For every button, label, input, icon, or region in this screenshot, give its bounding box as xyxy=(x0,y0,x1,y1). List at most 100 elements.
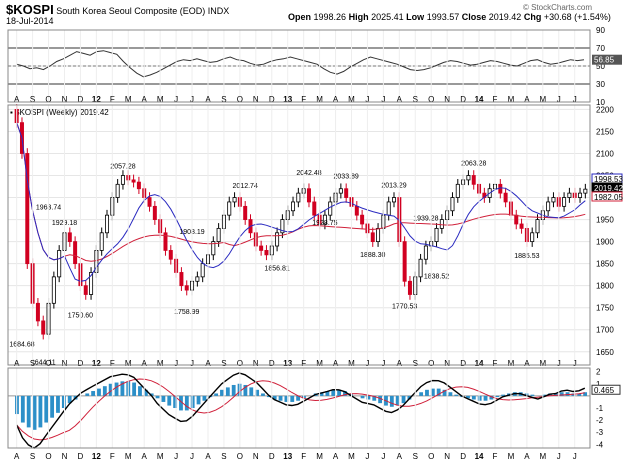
symbol: $KOSPI xyxy=(6,2,54,17)
price-annotation: 1770.53 xyxy=(392,304,417,311)
ma-slow-line xyxy=(16,122,586,262)
candle-body xyxy=(344,188,349,198)
x-tick-label-mid: J xyxy=(557,359,561,368)
macd-hist-bar xyxy=(67,395,72,404)
macd-tick-label: 1 xyxy=(596,380,601,389)
x-tick-label-bottom: O xyxy=(428,452,434,461)
macd-signal-line xyxy=(16,378,585,441)
candle-body xyxy=(450,197,455,212)
macd-tick-label: -2 xyxy=(596,416,604,425)
x-tick-label-top: J xyxy=(557,95,561,104)
x-tick-label-bottom: O xyxy=(45,452,51,461)
candle-body xyxy=(498,183,503,194)
macd-hist-bar xyxy=(372,395,377,401)
x-tick-label-top: A xyxy=(142,95,148,104)
macd-hist-bar xyxy=(190,395,195,408)
x-tick-label-mid: A xyxy=(142,359,148,368)
x-tick-label-top: O xyxy=(45,95,51,104)
candle-body xyxy=(434,227,439,243)
candle-body xyxy=(51,276,56,304)
x-tick-label-mid: J xyxy=(190,359,194,368)
x-tick-label-top: 13 xyxy=(283,95,292,104)
candle-body xyxy=(354,205,359,216)
macd-hist-bar xyxy=(272,395,277,400)
macd-hist-bar xyxy=(243,384,248,396)
x-tick-label-mid: N xyxy=(444,359,450,368)
candle-body xyxy=(73,241,78,265)
x-tick-label-mid: A xyxy=(397,359,403,368)
price-annotation: 1684.68 xyxy=(9,341,34,348)
x-tick-label-top: S xyxy=(413,95,418,104)
oscillator-panel xyxy=(7,29,591,103)
x-tick-label-bottom: J xyxy=(365,452,369,461)
osc-last-value-badge xyxy=(592,54,622,65)
low-value: 1993.57 xyxy=(426,12,460,22)
x-tick-label-mid: A xyxy=(333,359,339,368)
x-tick-label-top: O xyxy=(237,95,243,104)
price-tick-label: 1900 xyxy=(596,238,614,247)
macd-hist-bar xyxy=(389,395,394,407)
x-tick-label-top: F xyxy=(110,95,115,104)
macd-hist-bar xyxy=(161,395,166,402)
x-tick-label-top: M xyxy=(125,95,132,104)
candle-body xyxy=(503,192,508,203)
x-tick-label-bottom: J xyxy=(557,452,561,461)
macd-hist-bar xyxy=(501,394,506,396)
price-annotation: 1856.81 xyxy=(264,266,289,273)
price-annotation: 1838.52 xyxy=(424,274,449,281)
macd-hist-bar xyxy=(56,395,60,413)
x-tick-label-mid: M xyxy=(157,359,164,368)
candle-body xyxy=(57,250,62,278)
x-tick-label-bottom: M xyxy=(316,452,323,461)
x-tick-label-top: J xyxy=(190,95,194,104)
macd-hist-bar xyxy=(401,395,406,404)
candle-body xyxy=(312,201,317,216)
close-value: 2019.42 xyxy=(488,12,522,22)
x-tick-label-top: A xyxy=(333,95,339,104)
macd-hist-bar xyxy=(436,388,441,396)
macd-hist-bar xyxy=(477,395,482,401)
macd-hist-bar xyxy=(366,395,371,400)
macd-hist-bar xyxy=(471,395,476,400)
macd-hist-bar xyxy=(448,392,453,396)
x-tick-label-bottom: N xyxy=(444,452,450,461)
price-annotation: 1939.28 xyxy=(413,215,438,222)
osc-tick-label: 10 xyxy=(596,98,605,107)
macd-hist-bar xyxy=(325,391,330,396)
candle-body xyxy=(216,227,221,243)
ma-fast-line xyxy=(16,122,586,282)
x-tick-label-mid: M xyxy=(316,359,323,368)
macd-hist-bar xyxy=(565,392,570,396)
candle-body xyxy=(376,227,381,243)
x-tick-label-mid: O xyxy=(237,359,243,368)
candle-body xyxy=(407,280,412,295)
macd-hist-bar xyxy=(360,395,365,399)
x-tick-label-mid: 13 xyxy=(283,359,292,368)
macd-hist-bar xyxy=(138,386,142,396)
x-tick-label-bottom: F xyxy=(110,452,115,461)
macd-hist-bar xyxy=(61,395,66,408)
macd-hist-bar xyxy=(143,389,148,396)
x-tick-label-mid: S xyxy=(413,359,418,368)
close-label: Close xyxy=(461,12,487,22)
x-tick-label-bottom: M xyxy=(157,452,164,461)
x-tick-label-bottom: J xyxy=(381,452,385,461)
macd-tick-label: 2 xyxy=(596,368,601,377)
osc-tick-label: 90 xyxy=(596,26,605,35)
candle-body xyxy=(232,197,237,203)
x-tick-label-mid: M xyxy=(348,359,355,368)
exchange: INDX xyxy=(207,6,230,16)
candle-body xyxy=(360,214,365,225)
x-tick-label-mid: 14 xyxy=(475,359,484,368)
price-annotation: 1928.75 xyxy=(312,220,337,227)
candle-body xyxy=(471,175,476,185)
price-tick-label: 2100 xyxy=(596,149,614,158)
osc-last-value: 56.85 xyxy=(594,56,615,65)
x-tick-label-top: D xyxy=(78,95,84,104)
x-tick-label-mid: J xyxy=(381,359,385,368)
candle-body xyxy=(168,250,173,260)
x-tick-label-top: M xyxy=(157,95,164,104)
macd-hist-bar xyxy=(495,395,500,398)
candle-body xyxy=(184,285,189,291)
macd-hist-bar xyxy=(155,395,160,399)
